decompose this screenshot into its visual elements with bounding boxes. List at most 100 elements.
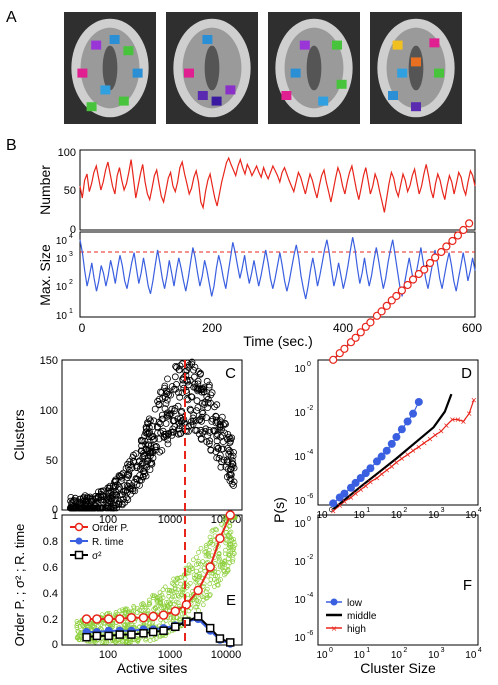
b-xtick-0: 0 <box>79 321 86 335</box>
c-point <box>119 469 127 477</box>
c-point <box>146 447 154 455</box>
activity-cluster <box>332 40 342 50</box>
high-point: × <box>379 470 385 481</box>
f-y-tick-exp: -6 <box>307 630 313 637</box>
e-scatter-point <box>216 554 222 559</box>
e-scatter-point <box>178 574 184 580</box>
e-scatter-point <box>220 563 225 568</box>
e-frame <box>61 514 243 646</box>
order-p-point <box>92 614 102 624</box>
e-scatter-point <box>194 568 199 574</box>
c-point <box>116 473 124 480</box>
e-scatter-point <box>74 623 80 628</box>
d-point <box>425 258 435 268</box>
d-x-tick-exp: 4 <box>478 507 482 514</box>
e-scatter-point <box>204 595 210 600</box>
e-scatter-point <box>216 551 222 557</box>
e-scatter-point <box>178 581 183 587</box>
activity-cluster <box>290 68 301 78</box>
order-p-point <box>114 614 125 624</box>
c-point <box>145 415 153 423</box>
b-bottom-ytick-2: 10 <box>56 282 68 293</box>
e-scatter-point <box>227 523 233 529</box>
low-point <box>356 474 365 482</box>
e-scatter-point <box>207 581 213 587</box>
c-point <box>118 500 126 508</box>
c-point <box>138 442 146 450</box>
c-point <box>132 475 140 483</box>
e-scatter-point <box>194 604 200 610</box>
low-point <box>397 425 406 434</box>
b-top-ylabel: Number <box>37 165 53 215</box>
e-scatter-point <box>207 534 213 540</box>
c-point <box>136 465 144 473</box>
e-scatter-point <box>121 621 127 627</box>
e-scatter-point <box>182 576 188 582</box>
c-point <box>207 391 215 399</box>
e-scatter-point <box>154 599 160 605</box>
e-scatter-point <box>223 547 228 553</box>
c-point <box>116 483 123 491</box>
c-point <box>165 411 173 419</box>
d-y-tick-label: 10 <box>294 364 306 375</box>
high-line <box>332 399 475 512</box>
c-point <box>174 415 182 423</box>
panel-label-b: B <box>6 137 17 154</box>
e-scatter-point <box>154 604 159 610</box>
high-point: × <box>353 489 359 500</box>
e-scatter-point <box>204 552 210 557</box>
c-point <box>136 481 143 489</box>
c-point <box>220 421 227 429</box>
legend-high-marker: × <box>331 624 337 635</box>
d-x-tick-exp: 2 <box>403 507 407 514</box>
c-point <box>76 504 84 512</box>
d-point <box>351 333 360 342</box>
c-point <box>198 385 206 393</box>
sigma-point <box>115 630 124 639</box>
e-scatter-point <box>227 530 232 536</box>
sigma-point <box>139 629 148 638</box>
c-point <box>127 490 134 498</box>
c-point <box>187 418 195 425</box>
c-point <box>211 427 218 435</box>
e-xlabel: Active sites <box>117 660 188 676</box>
c-point <box>162 400 170 407</box>
high-point: × <box>341 497 347 508</box>
high-point: × <box>466 409 472 420</box>
c-point <box>128 482 136 490</box>
e-scatter-point <box>167 587 172 593</box>
d-point <box>377 307 386 316</box>
e-scatter-point <box>197 572 202 577</box>
c-point <box>212 448 220 456</box>
c-point <box>200 401 208 409</box>
e-scatter-point <box>204 586 210 592</box>
activity-cluster <box>91 40 102 50</box>
e-scatter-point <box>74 625 80 630</box>
low-point <box>382 446 391 455</box>
high-point: × <box>374 474 380 485</box>
c-point <box>162 420 170 427</box>
c-point <box>164 431 172 438</box>
c-point <box>212 412 220 420</box>
f-y-tick-label: 10 <box>294 595 306 606</box>
e-scatter-point <box>99 640 105 645</box>
e-scatter-point <box>203 589 209 595</box>
e-scatter-point <box>206 547 212 553</box>
e-scatter-point <box>147 638 153 643</box>
e-scatter-point <box>226 533 231 538</box>
d-point <box>465 219 474 228</box>
activity-cluster <box>118 96 129 106</box>
c-point <box>148 448 156 455</box>
c-point <box>155 400 163 408</box>
legend-sigma-marker <box>74 550 84 560</box>
e-scatter-point <box>200 602 206 608</box>
high-point: × <box>337 501 343 512</box>
d-point <box>459 225 468 235</box>
high-point: × <box>471 396 477 407</box>
c-point <box>142 441 150 449</box>
high-point: × <box>410 446 416 457</box>
max-size-series <box>79 237 476 300</box>
c-frame <box>61 359 243 511</box>
c-point <box>227 437 234 445</box>
